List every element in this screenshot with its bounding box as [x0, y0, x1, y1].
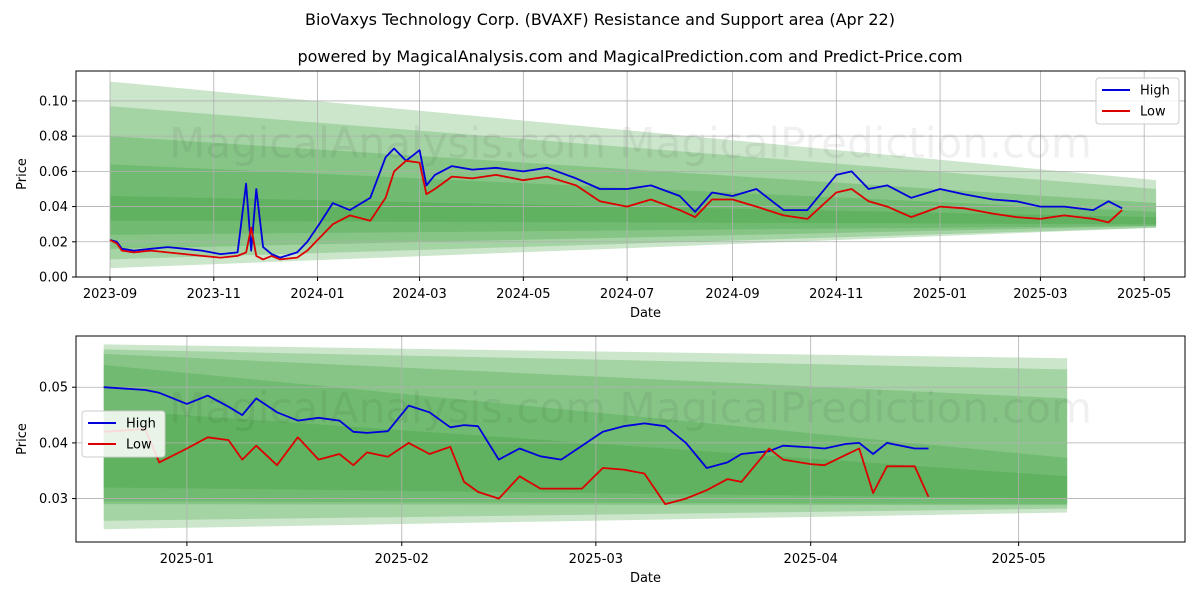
series-line-low: [109, 159, 1123, 261]
x-tick-label: 2024-01: [290, 287, 344, 302]
support-resistance-band: [110, 196, 1157, 225]
y-tick-label: 0.04: [39, 200, 68, 215]
x-tick-label: 2025-05: [991, 552, 1045, 567]
x-tick-label: 2024-11: [809, 287, 863, 302]
legend-label-low: Low: [126, 438, 152, 453]
x-tick-label: 2024-05: [496, 287, 550, 302]
x-tick-label: 2025-02: [375, 552, 429, 567]
series-line-low: [103, 428, 930, 505]
chart-title: BioVaxys Technology Corp. (BVAXF) Resist…: [305, 10, 895, 29]
chart-subtitle: powered by MagicalAnalysis.com and Magic…: [297, 47, 962, 66]
y-tick-label: 0.10: [39, 94, 68, 109]
series-line-high: [109, 147, 1123, 259]
x-axis-label: Date: [630, 306, 661, 321]
series-line-high: [103, 386, 929, 469]
support-resistance-band: [110, 164, 1157, 235]
support-resistance-band: [103, 364, 1068, 505]
x-tick-label: 2024-07: [600, 287, 654, 302]
x-axis-label: Date: [630, 571, 661, 586]
y-tick-label: 0.04: [39, 436, 68, 451]
x-tick-label: 2024-03: [392, 287, 446, 302]
x-tick-label: 2025-04: [784, 552, 838, 567]
y-axis-label: Price: [15, 158, 30, 190]
x-tick-label: 2025-01: [913, 287, 967, 302]
legend: High Low: [81, 410, 166, 458]
support-resistance-band: [110, 81, 1157, 269]
x-tick-label: 2023-09: [83, 287, 137, 302]
top-chart-panel: MagicalAnalysis.com MagicalPrediction.co…: [15, 70, 1186, 321]
legend-label-high: High: [1140, 84, 1170, 99]
watermark: MagicalAnalysis.com MagicalPrediction.co…: [169, 119, 1092, 168]
y-axis-label: Price: [15, 423, 30, 455]
watermark: MagicalAnalysis.com MagicalPrediction.co…: [169, 384, 1092, 433]
y-tick-label: 0.03: [39, 492, 68, 507]
support-resistance-band: [103, 409, 1068, 499]
legend: High Low: [1095, 77, 1180, 125]
support-resistance-band: [110, 106, 1157, 260]
y-tick-label: 0.05: [39, 381, 68, 396]
y-tick-label: 0.00: [39, 271, 68, 286]
support-resistance-band: [110, 136, 1157, 249]
x-tick-label: 2025-03: [1013, 287, 1067, 302]
axes-frame: [75, 70, 1186, 278]
x-tick-label: 2025-03: [569, 552, 623, 567]
support-resistance-band: [103, 349, 1068, 521]
plot-area: MagicalAnalysis.com MagicalPrediction.co…: [76, 336, 1185, 542]
axes-frame: [75, 335, 1186, 543]
y-tick-label: 0.06: [39, 165, 68, 180]
support-resistance-band: [103, 353, 1068, 506]
y-tick-label: 0.08: [39, 130, 68, 145]
plot-area: MagicalAnalysis.com MagicalPrediction.co…: [76, 71, 1185, 277]
y-tick-label: 0.02: [39, 235, 68, 250]
bottom-chart-panel: MagicalAnalysis.com MagicalPrediction.co…: [15, 335, 1186, 586]
x-tick-label: 2023-11: [187, 287, 241, 302]
support-resistance-band: [103, 344, 1068, 530]
x-tick-label: 2025-01: [160, 552, 214, 567]
x-tick-label: 2025-05: [1117, 287, 1171, 302]
legend-label-low: Low: [1140, 105, 1166, 120]
x-tick-label: 2024-09: [705, 287, 759, 302]
legend-label-high: High: [126, 417, 156, 432]
